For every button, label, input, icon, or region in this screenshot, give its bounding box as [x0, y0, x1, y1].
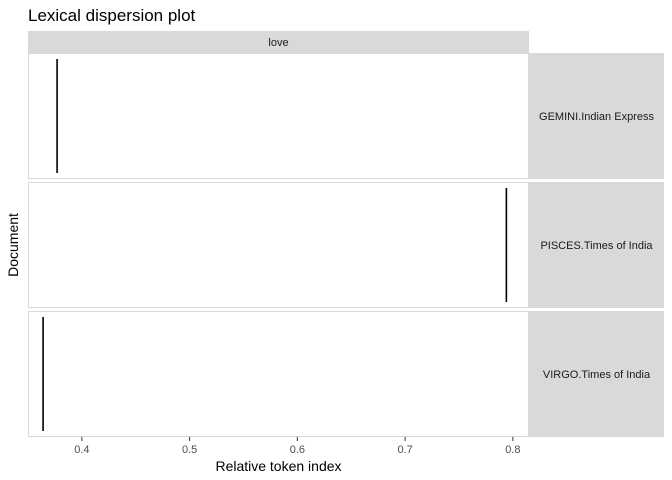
document-label: PISCES.Times of India [540, 240, 653, 252]
x-tick-label: 0.7 [397, 444, 412, 456]
document-label: GEMINI.Indian Express [539, 111, 654, 123]
y-axis-title: Document [5, 213, 21, 277]
facet-panels: GEMINI.Indian Express PISCES.Times of Ind… [28, 53, 664, 437]
facet-strip-right-0 [529, 53, 664, 179]
panel-2 [28, 311, 529, 437]
x-tick-label: 0.6 [290, 444, 305, 456]
facet-strip-right-1 [529, 182, 664, 308]
x-tick-label: 0.4 [74, 444, 89, 456]
facet-strip-right-2 [529, 311, 664, 437]
x-tick-label: 0.5 [182, 444, 197, 456]
chart-title: Lexical dispersion plot [28, 6, 196, 25]
facet-strip-label: love [268, 37, 288, 49]
document-label: VIRGO.Times of India [543, 369, 651, 381]
facet-strip-top [28, 31, 529, 53]
x-axis: 0.4 0.5 0.6 0.7 0.8 [74, 437, 520, 456]
panel-0 [28, 53, 529, 179]
x-tick-label: 0.8 [505, 444, 520, 456]
panel-1 [28, 182, 529, 308]
x-axis-title: Relative token index [215, 458, 341, 474]
